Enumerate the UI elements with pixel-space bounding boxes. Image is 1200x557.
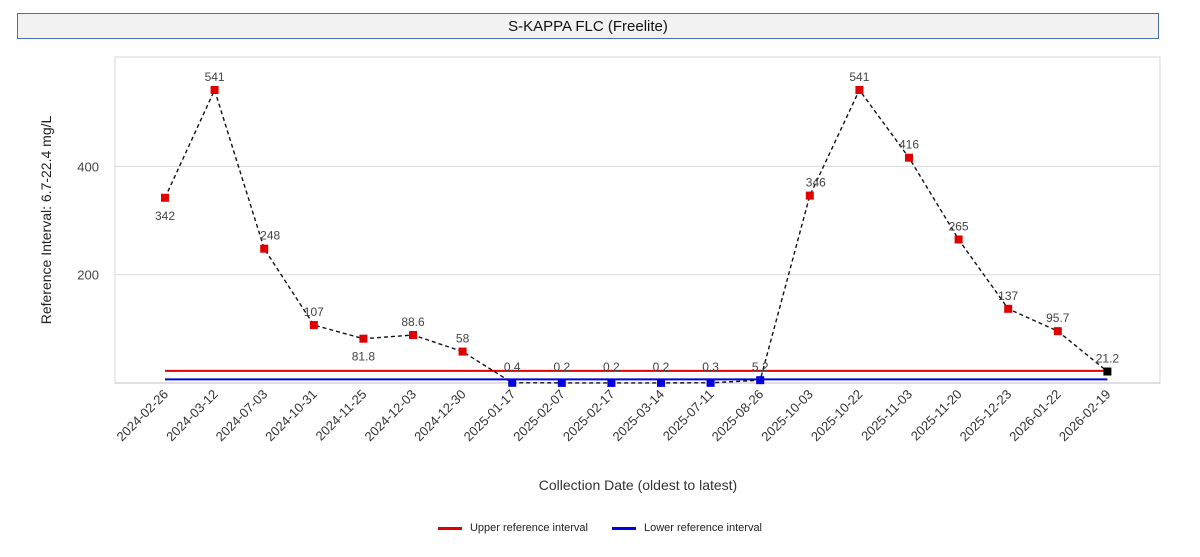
- series-line: [164, 88, 1108, 384]
- x-tick-label: 2025-08-26: [709, 387, 767, 445]
- x-tick-label: 2024-10-31: [262, 387, 320, 445]
- x-tick-label: 2024-02-26: [113, 387, 171, 445]
- x-tick-label: 2025-11-20: [908, 387, 965, 444]
- data-point: [1004, 304, 1013, 313]
- legend-swatch-upper: [437, 526, 462, 530]
- data-point: [805, 191, 814, 200]
- data-label: 265: [949, 219, 969, 233]
- x-tick-label: 2025-11-03: [858, 387, 915, 444]
- x-tick-label: 2026-02-19: [1056, 387, 1114, 445]
- data-label: 541: [849, 70, 869, 84]
- data-label: 346: [806, 176, 826, 190]
- x-tick-label: 2025-03-14: [609, 387, 667, 445]
- x-tick-label: 2024-11-25: [313, 387, 370, 444]
- data-point: [607, 378, 616, 387]
- data-point: [905, 153, 913, 162]
- chart-title-text: S-KAPPA FLC (Freelite): [508, 17, 668, 35]
- data-label: 5.2: [752, 360, 769, 374]
- chart-title: S-KAPPA FLC (Freelite): [17, 13, 1159, 39]
- x-tick-label: 2025-01-17: [461, 387, 519, 445]
- legend-label-upper: Upper reference interval: [469, 522, 588, 534]
- legend-item-upper: Upper reference interval: [437, 522, 588, 534]
- y-tick-label: 400: [77, 159, 99, 174]
- chart-legend: Upper reference interval Lower reference…: [0, 522, 1200, 534]
- y-tick-label: 200: [77, 268, 99, 283]
- x-tick-label: 2025-10-03: [758, 387, 816, 445]
- x-axis-title: Collection Date (oldest to latest): [539, 477, 737, 493]
- x-tick-label: 2025-12-23: [957, 387, 1015, 445]
- data-point: [1103, 367, 1112, 376]
- data-label: 58: [456, 332, 470, 346]
- x-tick-label: 2024-12-30: [411, 387, 469, 445]
- data-label: 137: [998, 289, 1018, 303]
- data-point: [161, 193, 169, 202]
- x-tick-label: 2025-10-22: [808, 387, 866, 445]
- data-label: 0.2: [653, 360, 670, 374]
- y-axis-title: Reference Interval: 6.7-22.4 mg/L: [38, 116, 54, 325]
- data-point: [954, 235, 963, 244]
- data-label: 88.6: [401, 315, 425, 329]
- data-point: [756, 376, 765, 385]
- x-tick-label: 2025-02-07: [510, 387, 568, 445]
- plot-area: [114, 56, 1161, 384]
- data-point: [706, 378, 715, 387]
- data-label: 0.2: [553, 360, 570, 374]
- data-label: 416: [899, 138, 919, 152]
- data-point: [855, 86, 864, 94]
- data-label: 81.8: [352, 350, 376, 364]
- data-point: [458, 347, 467, 356]
- data-label: 0.2: [603, 360, 620, 374]
- data-point: [657, 378, 665, 387]
- x-tick-label: 2024-07-03: [213, 387, 271, 445]
- x-tick-label: 2025-07-11: [660, 387, 717, 444]
- data-label: 21.2: [1096, 352, 1120, 366]
- data-point: [557, 378, 566, 387]
- legend-item-lower: Lower reference interval: [612, 522, 762, 534]
- data-point: [1053, 327, 1062, 336]
- data-label: 541: [205, 70, 225, 84]
- data-label: 0.3: [702, 360, 719, 374]
- data-label: 342: [155, 209, 175, 223]
- data-point: [409, 331, 417, 340]
- data-label: 248: [260, 229, 280, 243]
- data-label: 95.7: [1046, 311, 1070, 325]
- data-label: 0.4: [504, 360, 521, 374]
- data-point: [260, 244, 269, 253]
- data-point: [309, 321, 318, 330]
- x-tick-label: 2026-01-22: [1006, 387, 1064, 445]
- legend-label-lower: Lower reference interval: [644, 522, 763, 534]
- data-point: [359, 334, 368, 343]
- data-label: 107: [304, 305, 324, 319]
- legend-swatch-lower: [612, 526, 636, 530]
- data-point: [508, 378, 517, 387]
- x-tick-label: 2024-03-12: [163, 387, 221, 445]
- x-tick-label: 2024-12-03: [361, 387, 419, 445]
- x-tick-label: 2025-02-17: [560, 387, 618, 445]
- data-point: [210, 86, 219, 94]
